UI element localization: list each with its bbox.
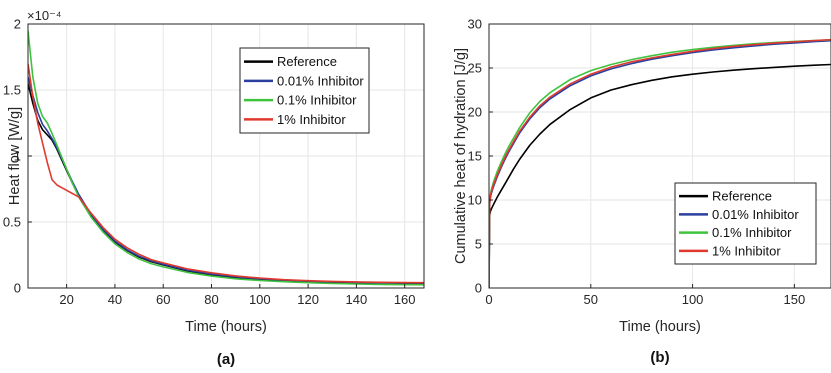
legend-entry-label: 1% Inhibitor [712, 243, 781, 258]
x-tick-label: 100 [249, 292, 271, 307]
series-group-a [28, 30, 424, 286]
x-tick-label: 160 [394, 292, 416, 307]
x-tick-label: 40 [108, 292, 122, 307]
x-tick-label: 80 [204, 292, 218, 307]
panel-b: 0 50 100 150 0 5 10 15 20 25 30 Time (hours) Cumul… [453, 17, 831, 366]
panel-label-a: (a) [217, 351, 235, 368]
series-line-0-1-inhibitor [489, 39, 831, 288]
series-group-b [489, 38, 831, 288]
ticks-b: 0 50 100 150 0 5 10 15 20 25 30 [468, 17, 806, 308]
legend-entry-label: 0.1% Inhibitor [277, 93, 357, 108]
legend-a: Reference 0.01% Inhibitor 0.1% Inhibitor 1%… [239, 47, 370, 134]
y-tick-label: 1.5 [3, 83, 21, 98]
x-tick-label: 100 [682, 292, 704, 307]
y-tick-label: 0 [475, 281, 482, 296]
legend-entry-label: 0.01% Inhibitor [277, 73, 364, 88]
y-tick-label: 10 [468, 193, 482, 208]
x-tick-label: 140 [346, 292, 368, 307]
series-line-reference [489, 63, 831, 288]
y-tick-label: 30 [468, 17, 482, 32]
series-line-1-inhibitor [28, 63, 424, 284]
legend-entry-label: Reference [277, 54, 337, 69]
legend-entry-label: 0.01% Inhibitor [712, 207, 799, 222]
panel-a: 20 40 60 80 100 120 140 160 0 0.5 1 1.5 2 ×10⁻⁴ Time… [3, 8, 425, 368]
y-tick-label: 1 [14, 149, 21, 164]
y-axis-label-a: Heat flow [W/g] [7, 107, 23, 205]
y-axis-label-b: Cumulative heat of hydration [J/g] [453, 48, 469, 264]
y-tick-label: 2 [14, 17, 21, 32]
x-axis-label-b: Time (hours) [619, 319, 701, 335]
panel-label-b: (b) [650, 349, 669, 366]
x-tick-label: 20 [59, 292, 73, 307]
x-tick-label: 0 [485, 292, 492, 307]
legend-entry-label: 0.1% Inhibitor [712, 225, 792, 240]
x-axis-label-a: Time (hours) [185, 319, 267, 335]
y-tick-label: 5 [475, 237, 482, 252]
y-tick-label: 0.5 [3, 215, 21, 230]
y-tick-label: 25 [468, 61, 482, 76]
y-tick-label: 20 [468, 105, 482, 120]
x-tick-label: 60 [156, 292, 170, 307]
series-line-1-inhibitor [489, 38, 831, 288]
series-line-0-1-inhibitor [28, 30, 424, 286]
x-tick-label: 120 [297, 292, 319, 307]
legend-entry-label: Reference [712, 189, 772, 204]
legend-b: Reference 0.01% Inhibitor 0.1% Inhibitor 1%… [674, 182, 817, 265]
ticks-a: 20 40 60 80 100 120 140 160 0 0.5 1 1.5 2 [3, 17, 416, 308]
x-tick-label: 150 [784, 292, 806, 307]
y-tick-label: 0 [14, 281, 21, 296]
legend-entry-label: 1% Inhibitor [277, 112, 346, 127]
x-tick-label: 50 [584, 292, 598, 307]
y-multiplier-a: ×10⁻⁴ [27, 8, 62, 23]
y-tick-label: 15 [468, 149, 482, 164]
